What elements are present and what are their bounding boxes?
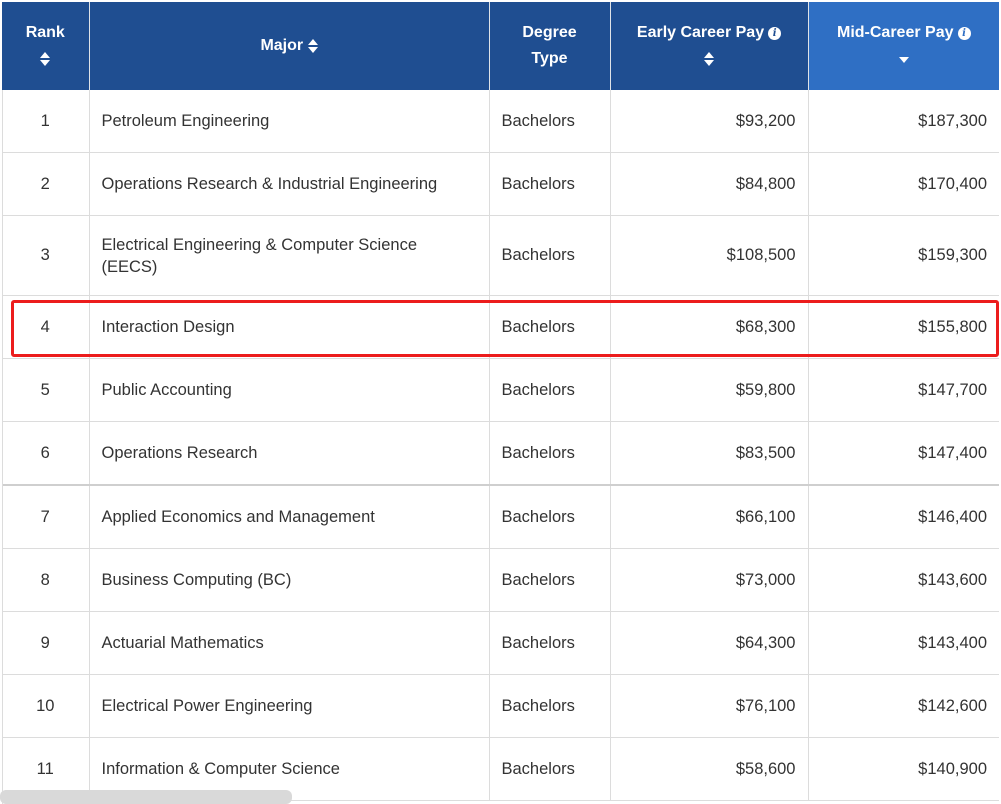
major-cell: Operations Research	[89, 421, 490, 486]
degree-type-cell: Bachelors	[489, 484, 611, 549]
mid-career-pay-cell: $155,800	[808, 295, 999, 359]
early-career-pay-cell: $66,100	[610, 484, 809, 549]
sort-icon	[307, 38, 318, 53]
rank-cell: 9	[2, 611, 90, 675]
table-header-row: Rank Major Degree Type Early Career Pay i	[2, 2, 999, 90]
mid-career-pay-cell: $147,400	[808, 421, 999, 486]
table-left-border	[2, 90, 3, 804]
table-row: 11 Information & Computer Science Bachel…	[2, 737, 999, 801]
table-row: 10 Electrical Power Engineering Bachelor…	[2, 674, 999, 738]
mid-career-pay-cell: $140,900	[808, 737, 999, 801]
column-header-early-career-pay[interactable]: Early Career Pay i	[610, 2, 809, 90]
early-career-pay-cell: $73,000	[610, 548, 809, 612]
degree-type-cell: Bachelors	[489, 152, 611, 216]
early-career-pay-cell: $58,600	[610, 737, 809, 801]
early-career-pay-cell: $68,300	[610, 295, 809, 359]
mid-career-pay-cell: $143,600	[808, 548, 999, 612]
early-career-pay-cell: $76,100	[610, 674, 809, 738]
early-career-pay-cell: $83,500	[610, 421, 809, 486]
major-cell: Electrical Engineering & Computer Scienc…	[89, 215, 490, 296]
mid-career-pay-cell: $159,300	[808, 215, 999, 296]
column-header-label: Degree	[522, 24, 577, 41]
major-cell: Public Accounting	[89, 358, 490, 422]
table-row: 3 Electrical Engineering & Computer Scie…	[2, 215, 999, 296]
major-cell: Business Computing (BC)	[89, 548, 490, 612]
degree-type-cell: Bachelors	[489, 90, 611, 153]
table-row: 5 Public Accounting Bachelors $59,800 $1…	[2, 358, 999, 422]
mid-career-pay-cell: $143,400	[808, 611, 999, 675]
table-row: 7 Applied Economics and Management Bache…	[2, 484, 999, 549]
major-cell: Actuarial Mathematics	[89, 611, 490, 675]
major-cell: Electrical Power Engineering	[89, 674, 490, 738]
column-header-degree-type[interactable]: Degree Type	[489, 2, 611, 90]
info-icon[interactable]: i	[957, 27, 971, 40]
column-header-label: Type	[531, 50, 568, 67]
column-header-label: Major	[260, 37, 304, 54]
rank-cell: 5	[2, 358, 90, 422]
rank-cell: 10	[2, 674, 90, 738]
column-header-label: Early Career Pay	[636, 24, 765, 41]
table-row: 1 Petroleum Engineering Bachelors $93,20…	[2, 90, 999, 153]
degree-type-cell: Bachelors	[489, 295, 611, 359]
early-career-pay-cell: $59,800	[610, 358, 809, 422]
column-header-label: Mid-Career Pay	[837, 24, 954, 41]
table-row: 9 Actuarial Mathematics Bachelors $64,30…	[2, 611, 999, 675]
degree-type-cell: Bachelors	[489, 674, 611, 738]
table-row: 2 Operations Research & Industrial Engin…	[2, 152, 999, 216]
table-row: 6 Operations Research Bachelors $83,500 …	[2, 421, 999, 486]
column-header-label: Rank	[25, 24, 65, 41]
column-header-major[interactable]: Major	[89, 2, 490, 90]
early-career-pay-cell: $93,200	[610, 90, 809, 153]
mid-career-pay-cell: $187,300	[808, 90, 999, 153]
major-cell: Applied Economics and Management	[89, 484, 490, 549]
rank-cell: 4	[2, 295, 90, 359]
sort-icon	[40, 51, 51, 66]
mid-career-pay-cell: $142,600	[808, 674, 999, 738]
major-cell: Petroleum Engineering	[89, 90, 490, 153]
degree-type-cell: Bachelors	[489, 421, 611, 486]
mid-career-pay-cell: $147,700	[808, 358, 999, 422]
rank-cell: 7	[2, 484, 90, 549]
table-row-highlighted: 4 Interaction Design Bachelors $68,300 $…	[2, 295, 999, 359]
degree-type-cell: Bachelors	[489, 358, 611, 422]
info-icon[interactable]: i	[768, 27, 782, 40]
degree-type-cell: Bachelors	[489, 611, 611, 675]
column-header-mid-career-pay[interactable]: Mid-Career Pay i	[808, 2, 999, 90]
rank-cell: 3	[2, 215, 90, 296]
early-career-pay-cell: $108,500	[610, 215, 809, 296]
rank-cell: 6	[2, 421, 90, 486]
degree-type-cell: Bachelors	[489, 215, 611, 296]
degree-type-cell: Bachelors	[489, 548, 611, 612]
sort-descending-icon	[898, 52, 909, 66]
early-career-pay-cell: $84,800	[610, 152, 809, 216]
rank-cell: 2	[2, 152, 90, 216]
horizontal-scrollbar[interactable]	[0, 790, 292, 804]
sort-icon	[704, 51, 714, 66]
mid-career-pay-cell: $170,400	[808, 152, 999, 216]
major-cell: Interaction Design	[89, 295, 490, 359]
table-row: 8 Business Computing (BC) Bachelors $73,…	[2, 548, 999, 612]
early-career-pay-cell: $64,300	[610, 611, 809, 675]
major-cell: Operations Research & Industrial Enginee…	[89, 152, 490, 216]
mid-career-pay-cell: $146,400	[808, 484, 999, 549]
rank-cell: 1	[2, 90, 90, 153]
column-header-rank[interactable]: Rank	[2, 2, 90, 90]
degree-type-cell: Bachelors	[489, 737, 611, 801]
rank-cell: 8	[2, 548, 90, 612]
